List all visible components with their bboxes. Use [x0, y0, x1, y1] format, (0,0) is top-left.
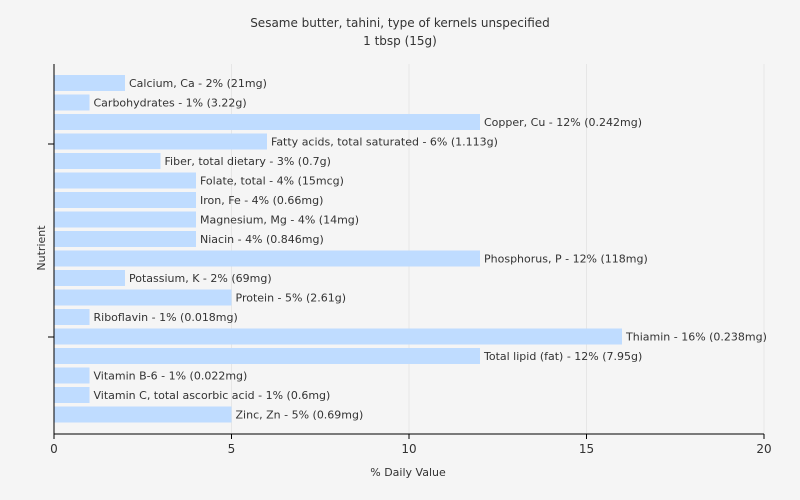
axes: 0 5 10 15 20 — [48, 64, 772, 456]
bar — [54, 75, 125, 91]
bars — [54, 75, 622, 423]
bar-label: Total lipid (fat) - 12% (7.95g) — [483, 350, 642, 363]
x-axis-label: % Daily Value — [370, 466, 446, 479]
bar — [54, 367, 90, 384]
x-tick-label: 15 — [579, 442, 594, 456]
bar — [54, 192, 196, 208]
bar-label: Niacin - 4% (0.846mg) — [200, 233, 324, 246]
bar-label: Magnesium, Mg - 4% (14mg) — [200, 214, 359, 227]
bar-label: Potassium, K - 2% (69mg) — [129, 272, 272, 285]
bar — [54, 348, 480, 364]
bar-label: Fatty acids, total saturated - 6% (1.113… — [271, 136, 498, 149]
bar-label: Copper, Cu - 12% (0.242mg) — [484, 116, 642, 129]
bar — [54, 153, 161, 169]
bar — [54, 289, 232, 306]
bar-label: Phosphorus, P - 12% (118mg) — [484, 253, 648, 266]
bar — [54, 309, 90, 325]
bar — [54, 231, 196, 247]
bar-label: Folate, total - 4% (15mcg) — [200, 175, 344, 188]
bar-label: Thiamin - 16% (0.238mg) — [625, 331, 767, 344]
bar-label: Iron, Fe - 4% (0.66mg) — [200, 194, 323, 207]
bar-label: Zinc, Zn - 5% (0.69mg) — [236, 409, 364, 422]
x-tick-label: 5 — [228, 442, 236, 456]
bar — [54, 172, 196, 189]
x-tick-label: 10 — [401, 442, 416, 456]
bar — [54, 94, 90, 111]
bar-label: Protein - 5% (2.61g) — [236, 292, 347, 305]
bar-label: Calcium, Ca - 2% (21mg) — [129, 77, 267, 90]
x-tick-label: 20 — [756, 442, 771, 456]
bar — [54, 133, 267, 150]
bar-labels: Calcium, Ca - 2% (21mg) Carbohydrates - 1… — [94, 77, 767, 422]
bar — [54, 250, 480, 267]
bar-label: Vitamin B-6 - 1% (0.022mg) — [94, 370, 248, 383]
bar — [54, 211, 196, 228]
bar — [54, 328, 622, 345]
chart-subtitle: 1 tbsp (15g) — [363, 34, 437, 48]
bar-label: Carbohydrates - 1% (3.22g) — [94, 97, 247, 110]
bar — [54, 387, 90, 403]
bar-label: Fiber, total dietary - 3% (0.7g) — [165, 155, 331, 168]
x-tick-label: 0 — [50, 442, 58, 456]
bar — [54, 270, 125, 286]
bar-label: Vitamin C, total ascorbic acid - 1% (0.6… — [94, 389, 331, 402]
bar — [54, 114, 480, 130]
y-axis-label: Nutrient — [35, 225, 48, 271]
bar — [54, 406, 232, 423]
chart-title: Sesame butter, tahini, type of kernels u… — [250, 16, 550, 30]
bar-label: Riboflavin - 1% (0.018mg) — [94, 311, 238, 324]
